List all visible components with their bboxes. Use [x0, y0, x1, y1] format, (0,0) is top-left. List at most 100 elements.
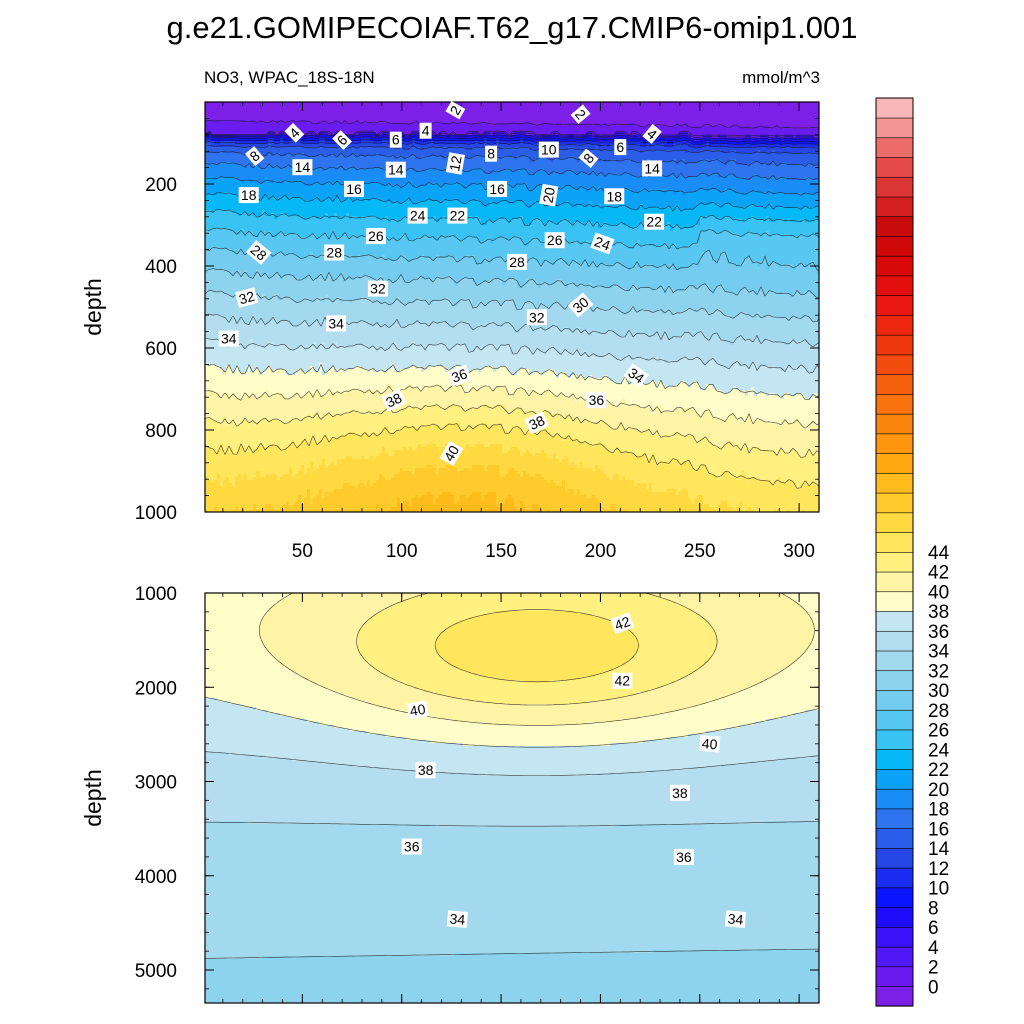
field-cell [448, 117, 451, 120]
field-cell [514, 165, 517, 168]
field-cell [568, 129, 571, 132]
field-cell [292, 111, 295, 114]
field-cell [652, 117, 655, 120]
field-cell [649, 120, 652, 123]
field-cell [217, 129, 220, 132]
field-cell [361, 150, 364, 153]
field-cell [439, 162, 442, 165]
field-cell [628, 123, 631, 126]
field-cell [472, 162, 475, 165]
field-cell [370, 171, 373, 174]
field-cell [586, 120, 589, 123]
field-cell [517, 105, 520, 108]
field-cell [562, 153, 565, 156]
field-cell [265, 114, 268, 117]
field-cell [664, 117, 667, 120]
field-cell [799, 117, 802, 120]
field-cell [613, 171, 616, 174]
field-cell [556, 120, 559, 123]
field-cell [808, 123, 811, 126]
field-cell [811, 171, 814, 174]
field-cell [811, 117, 814, 120]
field-cell [694, 156, 697, 159]
field-cell [748, 108, 751, 111]
chart-title: g.e21.GOMIPECOIAF.T62_g17.CMIP6-omip1.00… [167, 10, 858, 45]
field-cell [592, 150, 595, 153]
field-cell [304, 144, 307, 147]
field-cell [769, 168, 772, 171]
field-cell [277, 105, 280, 108]
field-cell [751, 165, 754, 168]
field-cell [664, 150, 667, 153]
field-cell [529, 159, 532, 162]
field-cell [223, 153, 226, 156]
field-cell [373, 168, 376, 171]
field-cell [235, 171, 238, 174]
field-cell [394, 126, 397, 129]
field-cell [370, 162, 373, 165]
field-cell [376, 150, 379, 153]
field-cell [484, 123, 487, 126]
field-cell [673, 120, 676, 123]
field-cell [244, 108, 247, 111]
field-cell [334, 150, 337, 153]
field-cell [223, 156, 226, 159]
field-cell [571, 108, 574, 111]
field-cell [472, 168, 475, 171]
field-cell [685, 171, 688, 174]
field-cell [442, 144, 445, 147]
field-cell [742, 138, 745, 141]
field-cell [508, 162, 511, 165]
field-cell [286, 171, 289, 174]
field-cell [310, 150, 313, 153]
field-cell [322, 129, 325, 132]
field-cell [625, 114, 628, 117]
field-cell [664, 156, 667, 159]
field-cell [346, 174, 349, 177]
field-cell [616, 168, 619, 171]
field-cell [631, 126, 634, 129]
field-cell [796, 144, 799, 147]
field-cell [529, 165, 532, 168]
field-cell [526, 141, 529, 144]
field-cell [355, 144, 358, 147]
field-cell [664, 162, 667, 165]
field-cell [619, 132, 622, 135]
field-cell [229, 153, 232, 156]
field-cell [619, 108, 622, 111]
field-cell [289, 162, 292, 165]
field-cell [493, 162, 496, 165]
field-cell [574, 150, 577, 153]
field-cell [214, 138, 217, 141]
field-cell [475, 111, 478, 114]
field-cell [679, 108, 682, 111]
field-cell [271, 150, 274, 153]
field-cell [688, 156, 691, 159]
field-cell [388, 105, 391, 108]
field-cell [499, 114, 502, 117]
field-cell [343, 111, 346, 114]
field-cell [766, 123, 769, 126]
field-cell [526, 108, 529, 111]
field-cell [214, 123, 217, 126]
field-cell [403, 111, 406, 114]
field-cell [526, 114, 529, 117]
field-cell [517, 171, 520, 174]
field-cell [463, 126, 466, 129]
field-cell [703, 153, 706, 156]
field-cell [523, 162, 526, 165]
field-cell [241, 123, 244, 126]
field-cell [658, 153, 661, 156]
field-cell [703, 168, 706, 171]
field-cell [343, 114, 346, 117]
field-cell [544, 120, 547, 123]
field-cell [667, 168, 670, 171]
field-cell [589, 120, 592, 123]
field-cell [706, 105, 709, 108]
field-cell [604, 105, 607, 108]
field-cell [349, 105, 352, 108]
field-cell [721, 117, 724, 120]
field-cell [706, 168, 709, 171]
field-cell [325, 126, 328, 129]
field-cell [676, 147, 679, 150]
